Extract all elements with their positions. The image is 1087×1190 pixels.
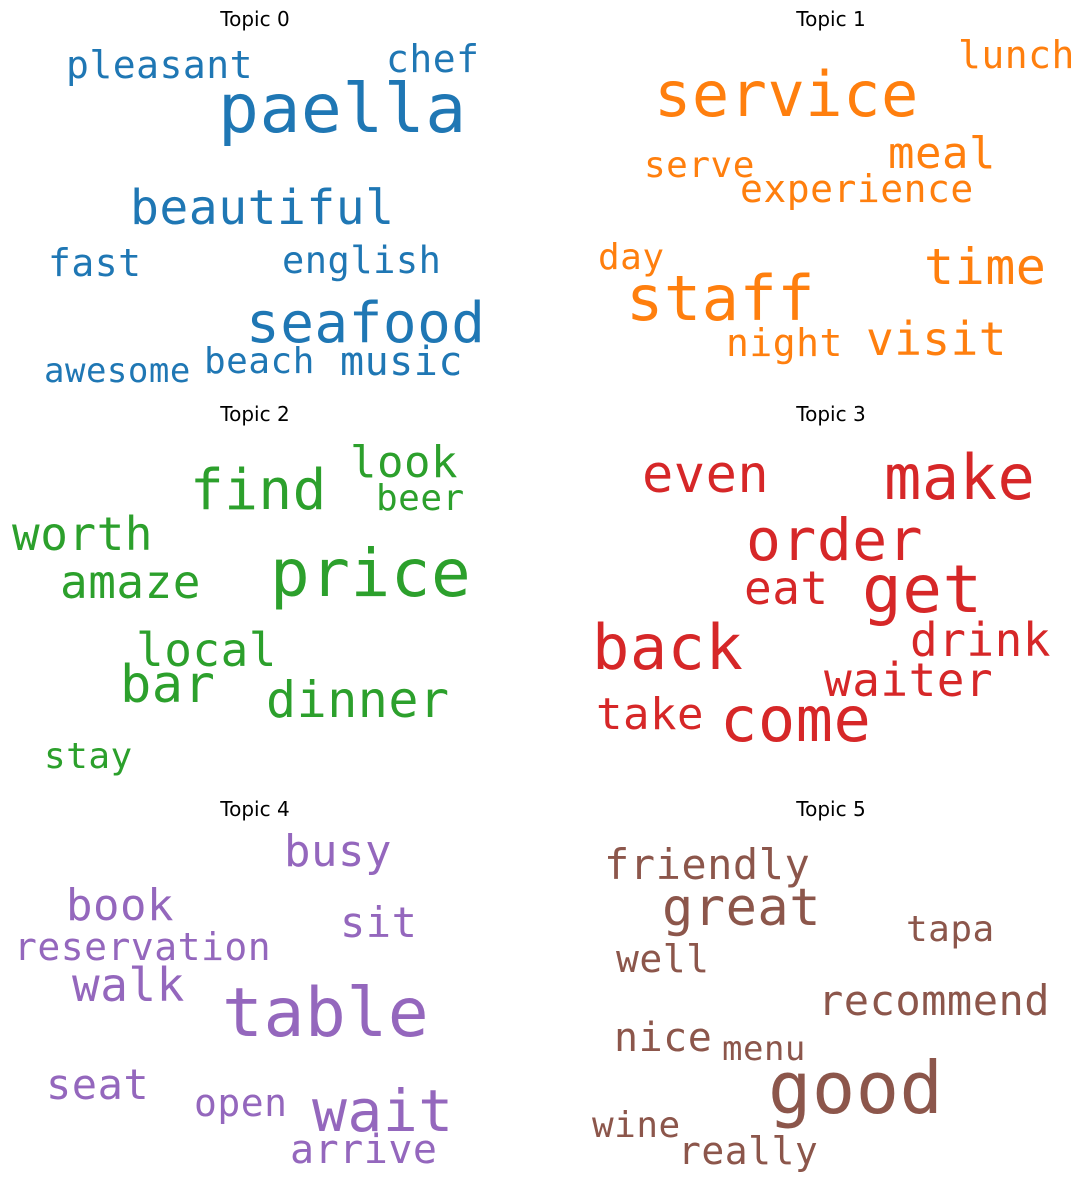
word: chef <box>386 37 480 81</box>
word: busy <box>284 826 392 877</box>
word: reservation <box>14 925 272 969</box>
word: arrive <box>290 1127 438 1173</box>
word: tapa <box>906 909 995 950</box>
topic-title: Topic 5 <box>796 797 866 821</box>
word: recommend <box>818 976 1051 1025</box>
word: staff <box>626 262 816 335</box>
topic-panel-0: Topic 0 paella pleasant chef beautiful f… <box>0 7 510 388</box>
word: make <box>884 441 1036 514</box>
word: come <box>720 683 872 756</box>
word: well <box>616 937 710 981</box>
word: seat <box>46 1060 150 1109</box>
word-cloud: busy book sit reservation walk table sea… <box>0 826 510 1190</box>
word: service <box>654 58 919 131</box>
word: nice <box>614 1015 713 1061</box>
word: paella <box>218 70 467 149</box>
word: beer <box>376 478 465 519</box>
word: back <box>592 611 744 684</box>
topic-title: Topic 1 <box>796 7 866 31</box>
word: serve <box>644 145 755 186</box>
word: bar <box>120 655 216 715</box>
word: meal <box>888 128 996 179</box>
topic-panel-5: Topic 5 friendly great tapa well recomme… <box>576 798 1086 1173</box>
word: time <box>924 238 1047 296</box>
word-cloud: friendly great tapa well recommend nice … <box>576 826 1086 1190</box>
word: waiter <box>824 653 994 707</box>
word: wait <box>312 1077 454 1145</box>
word: sit <box>340 898 418 947</box>
word: eat <box>744 561 829 615</box>
word: pleasant <box>66 43 254 87</box>
word-cloud: even make order eat get drink back waite… <box>576 431 1086 801</box>
word: drink <box>910 613 1051 667</box>
word: walk <box>72 958 185 1012</box>
word: night <box>726 321 843 365</box>
word: awesome <box>44 351 191 391</box>
word: friendly <box>604 840 811 889</box>
word: book <box>66 880 174 931</box>
word: menu <box>722 1029 806 1069</box>
word: day <box>598 237 665 278</box>
word: stay <box>44 736 133 777</box>
word: order <box>746 506 924 574</box>
word: experience <box>740 167 974 211</box>
word: visit <box>866 312 1007 366</box>
word: dinner <box>266 671 450 729</box>
word-cloud: paella pleasant chef beautiful fast engl… <box>0 36 510 406</box>
word: lunch <box>958 33 1075 77</box>
word: open <box>194 1081 288 1125</box>
word: music <box>340 339 463 385</box>
word: english <box>282 239 442 282</box>
word: seafood <box>246 291 486 356</box>
word: worth <box>12 507 153 561</box>
word: find <box>190 458 327 523</box>
word: wine <box>592 1105 681 1146</box>
word: really <box>678 1129 819 1173</box>
word: amaze <box>60 555 201 609</box>
topic-title: Topic 0 <box>220 7 290 31</box>
topic-title: Topic 2 <box>220 402 290 426</box>
topic-panel-1: Topic 1 service lunch meal serve experie… <box>576 8 1086 383</box>
topic-panel-3: Topic 3 even make order eat get drink ba… <box>576 403 1086 778</box>
word: beach <box>204 341 315 382</box>
topic-title: Topic 3 <box>796 402 866 426</box>
word: local <box>136 623 277 677</box>
word: table <box>222 974 430 1053</box>
word-cloud: find look beer worth price amaze local b… <box>0 431 510 801</box>
topic-panel-4: Topic 4 busy book sit reservation walk t… <box>0 798 510 1173</box>
word: take <box>596 689 704 740</box>
word: beautiful <box>130 180 395 236</box>
word: price <box>270 535 472 612</box>
word: even <box>642 445 770 505</box>
topic-title: Topic 4 <box>220 797 290 821</box>
word-cloud: service lunch meal serve experience day … <box>576 36 1086 406</box>
word: great <box>662 878 822 938</box>
word: get <box>862 551 983 628</box>
topic-panel-2: Topic 2 find look beer worth price amaze… <box>0 403 510 778</box>
word: good <box>768 1046 944 1130</box>
word: fast <box>48 241 142 285</box>
word: look <box>350 437 458 488</box>
